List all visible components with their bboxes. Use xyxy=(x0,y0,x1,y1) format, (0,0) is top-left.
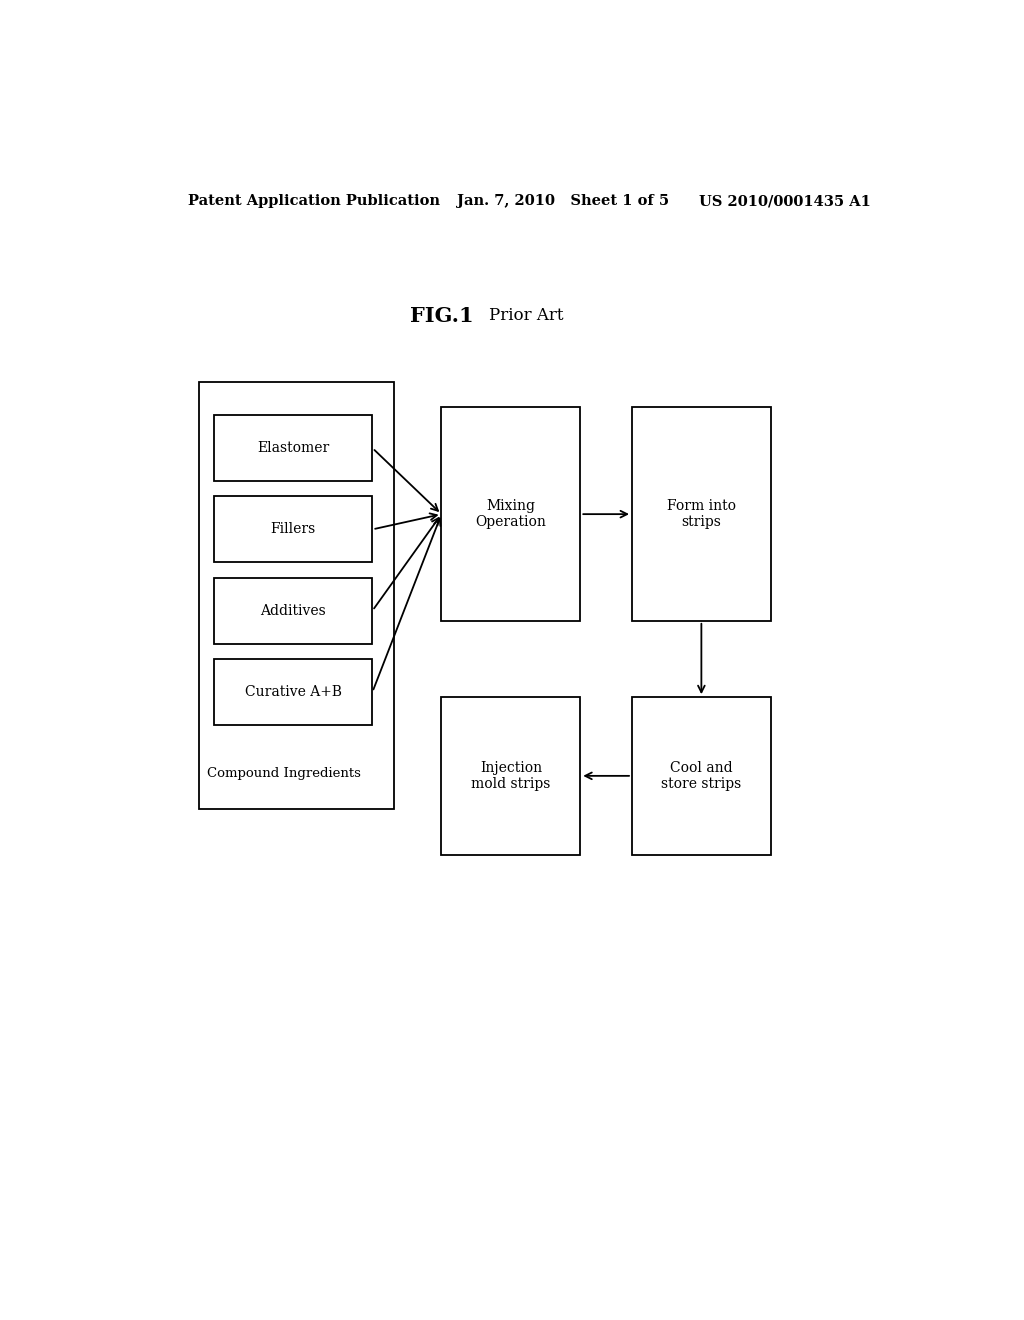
Text: Patent Application Publication: Patent Application Publication xyxy=(187,194,439,209)
Text: Prior Art: Prior Art xyxy=(489,308,563,325)
Text: Elastomer: Elastomer xyxy=(257,441,329,455)
Text: Fillers: Fillers xyxy=(270,523,315,536)
Text: Compound Ingredients: Compound Ingredients xyxy=(207,767,361,780)
Text: Jan. 7, 2010   Sheet 1 of 5: Jan. 7, 2010 Sheet 1 of 5 xyxy=(458,194,670,209)
Bar xyxy=(632,408,771,620)
Text: Cool and
store strips: Cool and store strips xyxy=(662,760,741,791)
Bar xyxy=(632,697,771,854)
Bar xyxy=(200,381,394,809)
Bar xyxy=(214,659,373,725)
Bar xyxy=(441,408,581,620)
Bar xyxy=(214,578,373,644)
Text: FIG.1: FIG.1 xyxy=(410,306,473,326)
Text: Additives: Additives xyxy=(260,603,326,618)
Text: Mixing
Operation: Mixing Operation xyxy=(475,499,547,529)
Text: Injection
mold strips: Injection mold strips xyxy=(471,760,551,791)
Text: Curative A+B: Curative A+B xyxy=(245,685,342,700)
Bar xyxy=(214,496,373,562)
Text: US 2010/0001435 A1: US 2010/0001435 A1 xyxy=(699,194,871,209)
Bar xyxy=(441,697,581,854)
Bar xyxy=(214,414,373,480)
Text: Form into
strips: Form into strips xyxy=(667,499,736,529)
